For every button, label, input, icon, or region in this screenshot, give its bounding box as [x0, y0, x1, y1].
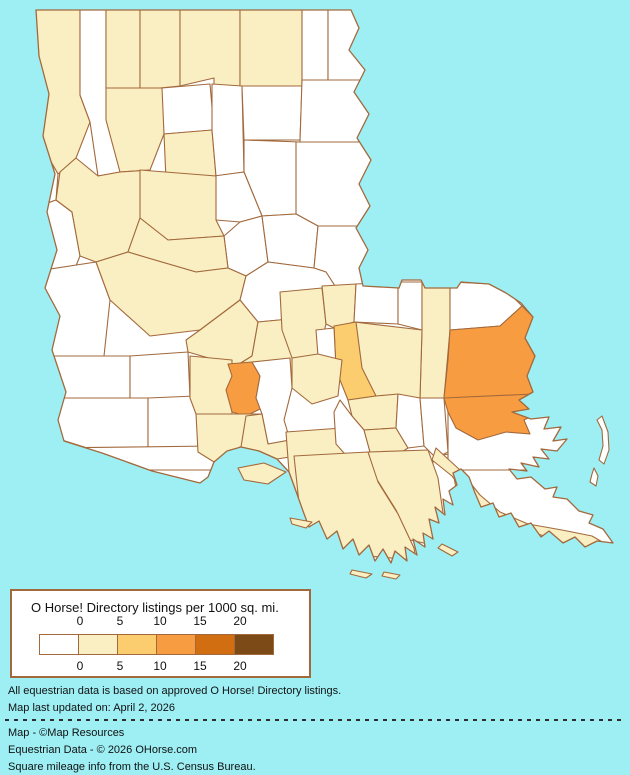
state-outline: [35, 9, 614, 564]
legend-tick-20: 20: [233, 614, 247, 628]
parish-chandeleur-north: [596, 415, 610, 465]
louisiana-map-container: [35, 9, 614, 580]
legend-tick-10: 10: [153, 659, 167, 673]
credit-map: Map - ©Map Resources: [8, 727, 125, 739]
legend-ticks-bottom: 0 5 10 15 20: [12, 659, 309, 673]
parish-union: [179, 10, 241, 93]
parish-cameron: [45, 445, 215, 471]
parish-west-feliciana: [321, 283, 357, 329]
louisiana-parish-map: [35, 9, 614, 580]
legend-color-bar: [39, 634, 274, 655]
parish-point-au-fer: [289, 517, 313, 529]
legend-tick-5: 5: [116, 659, 124, 673]
legend-swatch-0: [39, 634, 79, 655]
legend-swatch-15-20: [195, 634, 235, 655]
legend-tick-0: 0: [76, 659, 84, 673]
parish-grand-isle: [437, 543, 459, 557]
parish-timbalier-island: [349, 569, 373, 579]
parish-catahoula: [261, 213, 319, 269]
parish-beauregard: [45, 355, 131, 399]
parish-acadia: [189, 355, 233, 415]
parish-jefferson-davis: [147, 395, 199, 453]
parish-allen: [129, 351, 191, 399]
parish-morehouse: [239, 10, 303, 93]
legend-tick-5: 5: [116, 614, 124, 628]
parish-ouachita: [211, 83, 245, 177]
parish-webster: [105, 10, 141, 91]
credit-data: Equestrian Data - © 2026 OHorse.com: [8, 744, 198, 756]
credit-census: Square mileage info from the U.S. Census…: [8, 761, 256, 773]
parish-west-carroll: [301, 10, 329, 87]
parish-chandeleur-south: [589, 467, 599, 487]
legend-swatch-0-5: [78, 634, 118, 655]
dashed-separator: [5, 719, 625, 721]
parish-richland: [241, 85, 303, 141]
legend-tick-15: 15: [193, 614, 207, 628]
note-data-source: All equestrian data is based on approved…: [8, 685, 342, 697]
parish-marsh-island: [237, 462, 287, 485]
legend-tick-0: 0: [76, 614, 84, 628]
parish-lincoln: [161, 83, 215, 135]
legend-swatch-10-15: [156, 634, 196, 655]
note-last-updated: Map last updated on: April 2, 2026: [8, 702, 175, 714]
parish-caddo: [36, 10, 91, 175]
legend-tick-20: 20: [233, 659, 247, 673]
legend-swatch-20+: [234, 634, 274, 655]
parish-east-feliciana: [353, 281, 399, 325]
legend-ticks-top: 0 5 10 15 20: [12, 614, 309, 628]
parish-last-island: [381, 571, 401, 580]
legend-tick-10: 10: [153, 614, 167, 628]
legend-swatch-5-10: [117, 634, 157, 655]
legend-title: O Horse! Directory listings per 1000 sq.…: [31, 600, 279, 615]
legend: O Horse! Directory listings per 1000 sq.…: [10, 589, 311, 678]
legend-tick-15: 15: [193, 659, 207, 673]
parish-claiborne: [139, 10, 181, 91]
parish-st-helena: [397, 281, 423, 331]
parish-layer: [36, 10, 613, 563]
